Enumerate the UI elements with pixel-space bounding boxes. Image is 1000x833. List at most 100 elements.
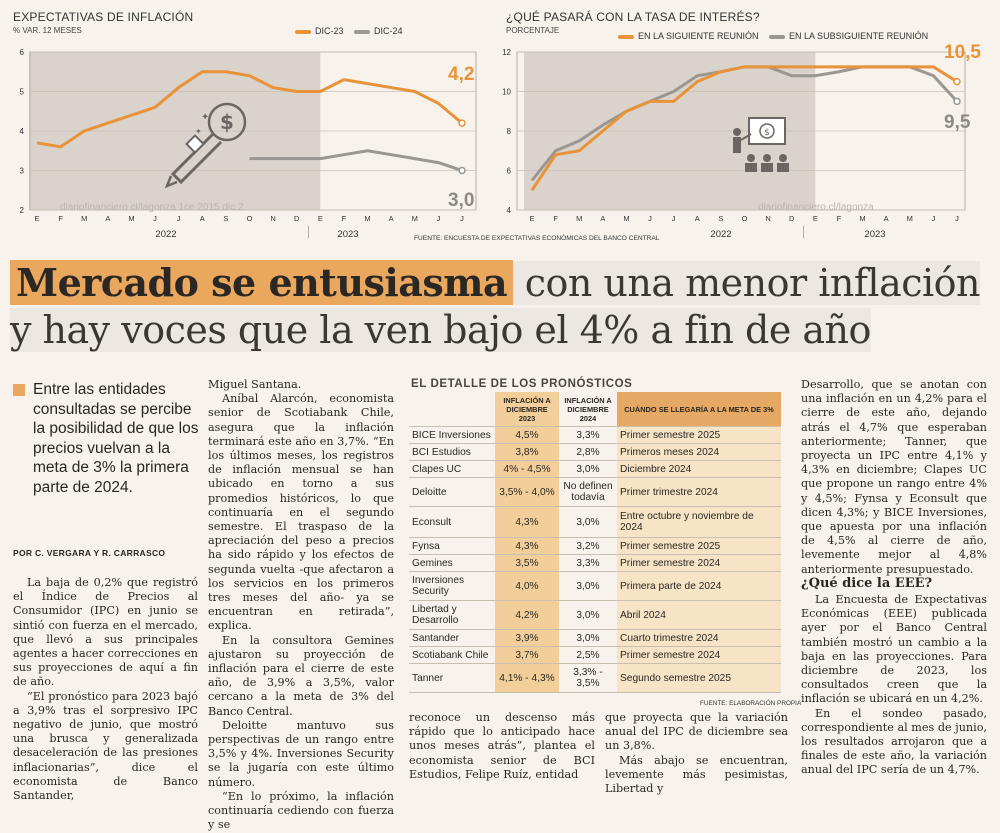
- cell-entity: Tanner: [409, 663, 495, 693]
- table-title: EL DETALLE DE LOS PRONÓSTICOS: [411, 378, 633, 390]
- table-row: BICE Inversiones 4,5% 3,3% Primer semestre …: [409, 426, 781, 444]
- header-dic23: INFLACIÓN A DICIEMBRE 2023: [495, 392, 559, 427]
- chart1-subtitle: % VAR. 12 MESES: [13, 26, 82, 35]
- svg-text:$: $: [764, 128, 770, 138]
- cell-entity: Clapes UC: [409, 460, 495, 478]
- cell-dic23: 3,5% - 4,0%: [495, 477, 559, 507]
- x-tick-label: S: [718, 214, 723, 223]
- cell-dic23: 3,8%: [495, 443, 559, 461]
- x-tick-label: A: [884, 214, 889, 223]
- column-2: Miguel Santana. Aníbal Alarcón, economis…: [208, 378, 394, 833]
- headline-line1: Mercado se entusiasma con una menor infl…: [10, 260, 981, 305]
- byline: POR C. VERGARA Y R. CARRASCO: [13, 548, 166, 558]
- series-end-marker: [953, 97, 961, 106]
- x-tick-label: J: [648, 214, 652, 223]
- legend-swatch-following: [769, 34, 786, 39]
- x-tick-label: N: [270, 214, 275, 223]
- legend-swatch-dic24: [354, 29, 371, 34]
- x-tick-label: J: [153, 214, 157, 223]
- headline-highlight: Mercado se entusiasma: [10, 260, 514, 305]
- cell-entity: Econsult: [409, 506, 495, 538]
- cell-dic23: 4,5%: [495, 426, 559, 444]
- svg-text:✦: ✦: [201, 112, 209, 123]
- y-tick-label: 8: [507, 127, 512, 136]
- y-tick-label: 6: [507, 167, 512, 176]
- cell-dic23: 4,3%: [495, 506, 559, 538]
- cell-target: Primer semestre 2024: [617, 554, 781, 572]
- chart2-title: ¿QUÉ PASARÁ CON LA TASA DE INTERÉS?: [506, 10, 760, 24]
- x-tick-label: O: [247, 214, 253, 223]
- x-tick-label: F: [553, 214, 558, 223]
- chart2-end-label-following: 9,5: [944, 112, 971, 133]
- col2-paragraph: Deloitte mantuvo sus perspectivas de un …: [208, 718, 394, 789]
- x-tick-label: M: [576, 214, 582, 223]
- column-3b: que proyecta que la variación anual del …: [605, 711, 788, 796]
- header-entity: [409, 392, 495, 427]
- x-tick-label: O: [742, 214, 748, 223]
- x-tick-label: E: [529, 214, 534, 223]
- table-source: FUENTE: ELABORACIÓN PROPIA: [700, 700, 802, 707]
- lead-paragraph: Entre las entidades consultadas se perci…: [33, 381, 199, 496]
- chart2-subtitle: PORCENTAJE: [506, 26, 560, 35]
- table-row: Scotiabank Chile 3,7% 2,5% Primer semestre …: [409, 646, 781, 664]
- cell-target: Primera parte de 2024: [617, 571, 781, 601]
- cell-target: Abril 2024: [617, 600, 781, 630]
- subhead-eee: ¿Qué dice la EEE?: [801, 576, 933, 591]
- table-row: Tanner 4,1% - 4,3% 3,3% - 3,5% Segundo seme…: [409, 663, 781, 693]
- series-line-secondary: [249, 149, 463, 172]
- x-tick-label: E: [318, 214, 323, 223]
- col2-paragraph: “En lo próximo, la inflación continuaría…: [208, 789, 394, 832]
- x-tick-label: M: [412, 214, 418, 223]
- legend-label-dic23: DIC-23: [315, 26, 344, 36]
- cell-target: Entre octubre y noviembre de 2024: [617, 506, 781, 538]
- year-label: 2022: [155, 229, 176, 240]
- year-label: 2022: [710, 229, 731, 240]
- cell-dic24: 3,0%: [559, 629, 617, 647]
- x-tick-label: J: [932, 214, 936, 223]
- chart1-end-label-dic24: 3,0: [448, 190, 475, 211]
- x-tick-label: J: [437, 214, 441, 223]
- cell-target: Cuarto trimestre 2024: [617, 629, 781, 647]
- cell-entity: Deloitte: [409, 477, 495, 507]
- x-tick-label: J: [955, 214, 959, 223]
- table-row: Santander 3,9% 3,0% Cuarto trimestre 2024: [409, 629, 781, 647]
- cell-dic24: 3,3%: [559, 554, 617, 572]
- cell-dic24: 2,5%: [559, 646, 617, 664]
- x-tick-label: E: [813, 214, 818, 223]
- chart1-watermark: diariofinanciero.cl/lagonza 1ce 2015.dic…: [60, 202, 244, 213]
- headline-line2-text: y hay voces que la ven bajo el 4% a fin …: [10, 308, 871, 352]
- cell-dic23: 4,2%: [495, 600, 559, 630]
- cell-dic24: 3,3%: [559, 426, 617, 444]
- year-label: 2023: [864, 229, 885, 240]
- lead-bullet-icon: [13, 384, 25, 396]
- legend-label-dic24: DIC-24: [374, 26, 403, 36]
- cell-target: Segundo semestre 2025: [617, 663, 781, 693]
- cell-target: Primer semestre 2024: [617, 646, 781, 664]
- x-tick-label: J: [460, 214, 464, 223]
- x-tick-label: N: [765, 214, 770, 223]
- cell-dic23: 4% - 4,5%: [495, 460, 559, 478]
- y-tick-label: 10: [502, 88, 511, 97]
- cell-dic24: 3,0%: [559, 600, 617, 630]
- series-end-marker: [953, 77, 961, 86]
- y-tick-label: 4: [507, 206, 512, 215]
- col3-paragraph: reconoce un descenso más rápido que lo a…: [409, 711, 595, 781]
- svg-text:$: $: [220, 110, 234, 134]
- chart2-end-label-next: 10,5: [944, 42, 981, 63]
- table-row: Inversiones Security 4,0% 3,0% Primera part…: [409, 571, 781, 601]
- cell-entity: Inversiones Security: [409, 571, 495, 601]
- cell-dic24: 3,0%: [559, 460, 617, 478]
- legend-swatch-dic23: [295, 29, 311, 34]
- x-tick-label: F: [342, 214, 347, 223]
- y-tick-label: 12: [502, 48, 511, 57]
- cell-dic23: 3,9%: [495, 629, 559, 647]
- table-row: Econsult 4,3% 3,0% Entre octubre y noviembr…: [409, 506, 781, 538]
- x-tick-label: D: [294, 214, 300, 223]
- cell-dic23: 4,1% - 4,3%: [495, 663, 559, 693]
- x-tick-label: A: [389, 214, 394, 223]
- y-tick-label: 5: [20, 88, 25, 97]
- column-3a: reconoce un descenso más rápido que lo a…: [409, 711, 595, 782]
- cell-dic24: 3,0%: [559, 506, 617, 538]
- legend-label-following: EN LA SUBSIGUIENTE REUNIÓN: [789, 31, 929, 41]
- col2-paragraph: En la consultora Gemines ajustaron su pr…: [208, 633, 394, 718]
